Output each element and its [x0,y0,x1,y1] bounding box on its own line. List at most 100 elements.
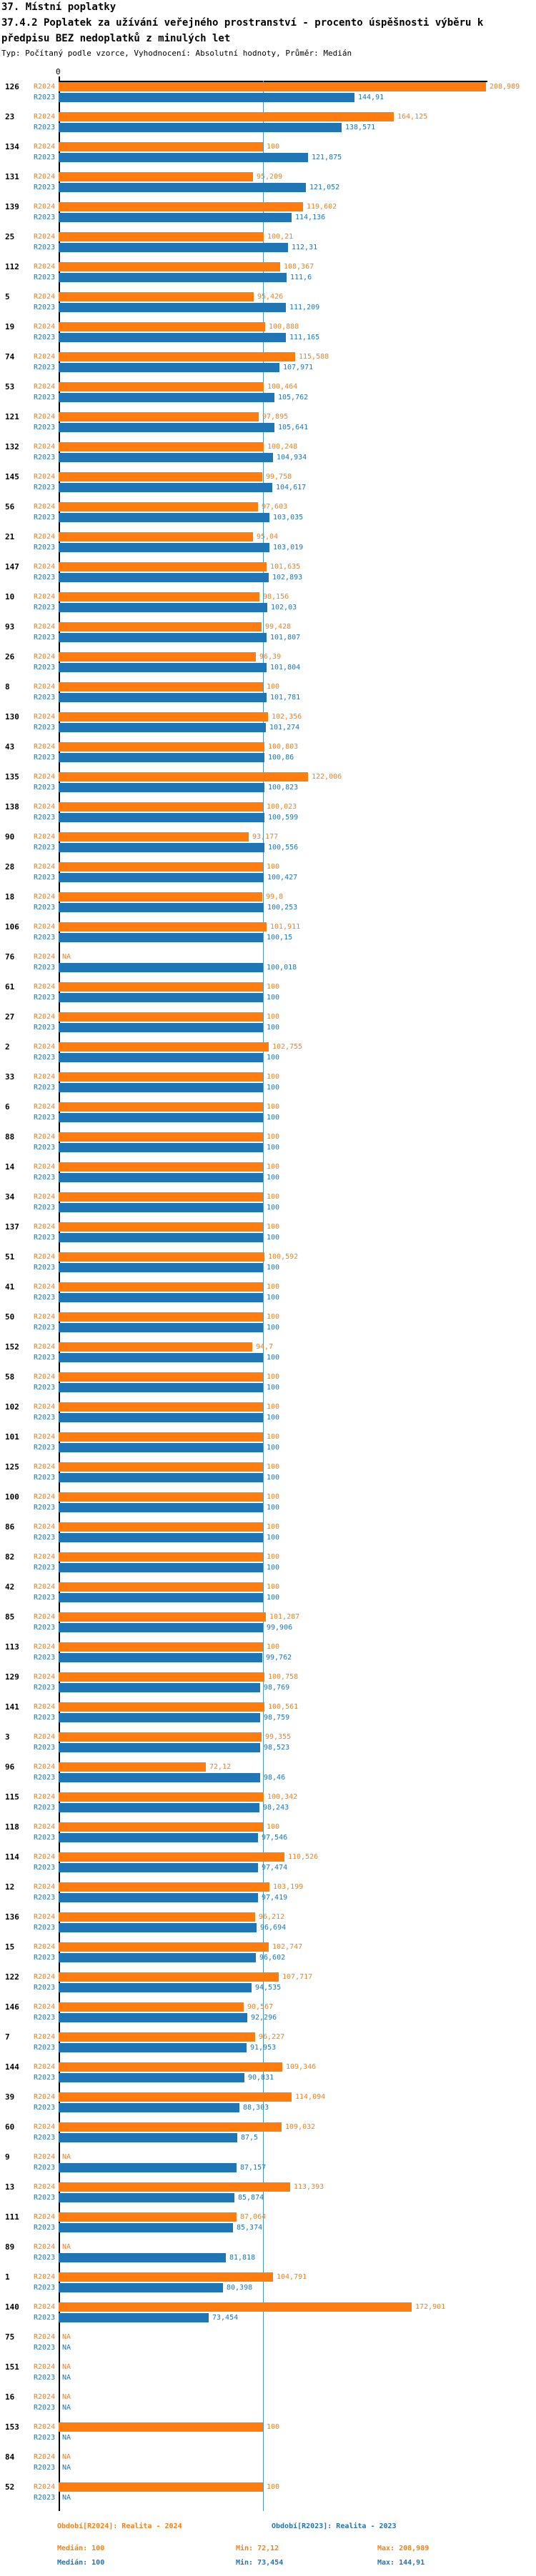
bar-row-r2023: R2023 100 [0,1563,536,1572]
group-id-label: 114 [5,1852,19,1862]
value-label-r2024: 96,212 [259,1913,285,1921]
bar-row-r2023: R2023 81,818 [0,2253,536,2262]
series-label-r2024: R2024 [34,1943,56,1951]
bar-row-r2023: R2023 100 [0,1173,536,1182]
bar-r2023 [59,153,308,162]
series-label-r2024: R2024 [34,353,56,361]
bar-r2024 [59,1342,252,1352]
series-label-r2024: R2024 [34,503,56,511]
bar-row-r2024: R2024 103,199 [0,1882,536,1892]
chart-group: 26 R2024 96,39 R2023 101,804 [0,652,536,682]
series-label-r2024: R2024 [34,863,56,871]
chart-group: 58 R2024 100 R2023 100 [0,1372,536,1402]
value-label-r2023: 100 [267,1054,280,1062]
bar-row-r2023: R2023 98,46 [0,1773,536,1782]
series-label-r2023: R2023 [34,1804,56,1812]
bar-r2024 [59,352,295,361]
group-id-label: 115 [5,1792,19,1802]
series-label-r2023: R2023 [34,1144,56,1152]
value-label-r2023: 112,31 [292,244,318,251]
bar-row-r2024: R2024 102,755 [0,1042,536,1052]
bar-r2023 [59,2193,234,2202]
series-label-r2023: R2023 [34,1024,56,1032]
group-id-label: 52 [5,2482,15,2492]
group-id-label: 141 [5,1702,19,1712]
bar-r2023 [59,1383,263,1392]
series-label-r2024: R2024 [34,1463,56,1471]
group-id-label: 96 [5,1762,15,1772]
bar-r2024 [59,1072,263,1082]
chart-group: 2 R2024 102,755 R2023 100 [0,1042,536,1072]
bar-r2024 [59,1582,263,1592]
bar-r2024 [59,1192,263,1202]
group-id-label: 125 [5,1462,19,1472]
series-label-r2024: R2024 [34,713,56,721]
bar-row-r2023: R2023 100 [0,1443,536,1452]
series-label-r2023: R2023 [34,874,56,882]
series-label-r2023: R2023 [34,1564,56,1572]
series-label-r2024: R2024 [34,2423,56,2431]
bar-r2023 [59,2043,247,2052]
group-id-label: 53 [5,382,15,391]
bar-r2023 [59,123,342,132]
series-label-r2024: R2024 [34,1733,56,1741]
value-label-r2023: 101,781 [270,694,301,702]
bar-r2024 [59,802,263,812]
bar-r2024 [59,892,262,902]
bar-r2024 [59,1702,264,1712]
series-label-r2024: R2024 [34,593,56,601]
bar-row-r2024: R2024 113,393 [0,2182,536,2192]
group-id-label: 86 [5,1522,15,1532]
series-label-r2024: R2024 [34,533,56,541]
series-label-r2024: R2024 [34,2123,56,2131]
value-label-r2024: 101,911 [270,923,301,931]
group-id-label: 146 [5,2002,19,2012]
group-id-label: 113 [5,1642,19,1652]
bar-row-r2024: R2024 101,287 [0,1612,536,1622]
group-id-label: 136 [5,1912,19,1922]
bar-row-r2024: R2024 NA [0,952,536,962]
value-label-r2024: 100 [267,1013,280,1021]
value-label-r2024: 109,032 [285,2123,316,2131]
series-label-r2023: R2023 [34,424,56,431]
series-label-r2024: R2024 [34,2393,56,2401]
group-id-label: 43 [5,742,15,752]
na-label-r2023: NA [62,2374,71,2382]
bar-row-r2024: R2024 100 [0,2482,536,2492]
series-label-r2024: R2024 [34,623,56,631]
bar-r2024 [59,682,263,692]
bar-r2023 [59,363,279,372]
group-id-label: 130 [5,712,19,722]
group-id-label: 85 [5,1612,15,1622]
series-label-r2024: R2024 [34,2213,56,2221]
value-label-r2024: 87,064 [240,2213,267,2221]
bar-r2024 [59,232,264,241]
bar-row-r2023: R2023 100 [0,993,536,1002]
value-label-r2023: 100 [267,1504,280,1512]
bar-r2023 [59,1833,258,1842]
bar-r2024 [59,262,280,271]
bar-row-r2024: R2024 100,803 [0,742,536,752]
value-label-r2024: 103,199 [273,1883,304,1891]
bar-row-r2023: R2023 100 [0,1053,536,1062]
value-label-r2024: 100 [267,2483,280,2491]
value-label-r2024: 100 [267,2423,280,2431]
bar-row-r2023: R2023 101,781 [0,693,536,702]
group-id-label: 3 [5,1732,10,1742]
chart-group: 86 R2024 100 R2023 100 [0,1522,536,1552]
value-label-r2023: 102,03 [271,604,297,611]
bar-row-r2024: R2024 100,248 [0,442,536,451]
value-label-r2023: 100 [267,1474,280,1482]
series-label-r2023: R2023 [34,604,56,611]
bar-row-r2024: R2024 102,747 [0,1942,536,1952]
bar-row-r2023: R2023 98,759 [0,1713,536,1722]
series-label-r2024: R2024 [34,2303,56,2311]
bar-row-r2023: R2023 101,807 [0,633,536,642]
value-label-r2024: 100 [267,143,280,151]
bar-r2024 [59,1252,264,1262]
group-id-label: 8 [5,682,10,692]
series-label-r2023: R2023 [34,904,56,912]
series-label-r2023: R2023 [34,1384,56,1392]
chart-group: 50 R2024 100 R2023 100 [0,1312,536,1342]
series-label-r2023: R2023 [34,154,56,161]
